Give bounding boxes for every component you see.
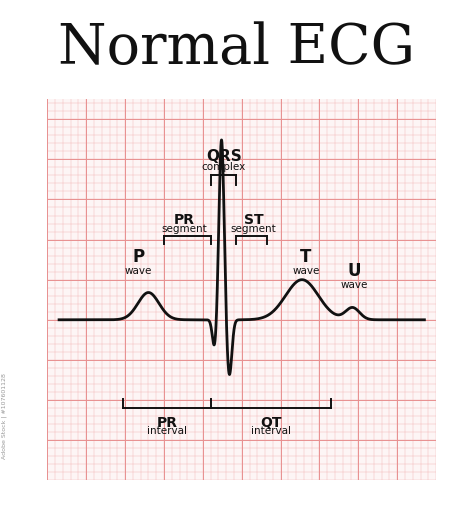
Text: PR: PR [173,213,194,227]
Text: interval: interval [251,426,292,436]
Text: PR: PR [157,416,178,430]
Text: wave: wave [292,266,319,276]
Text: U: U [348,262,361,280]
Text: P: P [133,247,145,266]
Text: QRS: QRS [206,149,242,164]
Text: Normal ECG: Normal ECG [58,21,416,76]
Text: Adobe Stock | #107601128: Adobe Stock | #107601128 [2,373,8,459]
Text: T: T [300,247,311,266]
Text: complex: complex [201,162,246,172]
Text: ST: ST [244,213,263,227]
Text: QT: QT [261,416,282,430]
Text: segment: segment [230,224,276,234]
Text: interval: interval [147,426,187,436]
Text: segment: segment [161,224,207,234]
Text: wave: wave [125,266,153,276]
Text: wave: wave [341,280,368,290]
